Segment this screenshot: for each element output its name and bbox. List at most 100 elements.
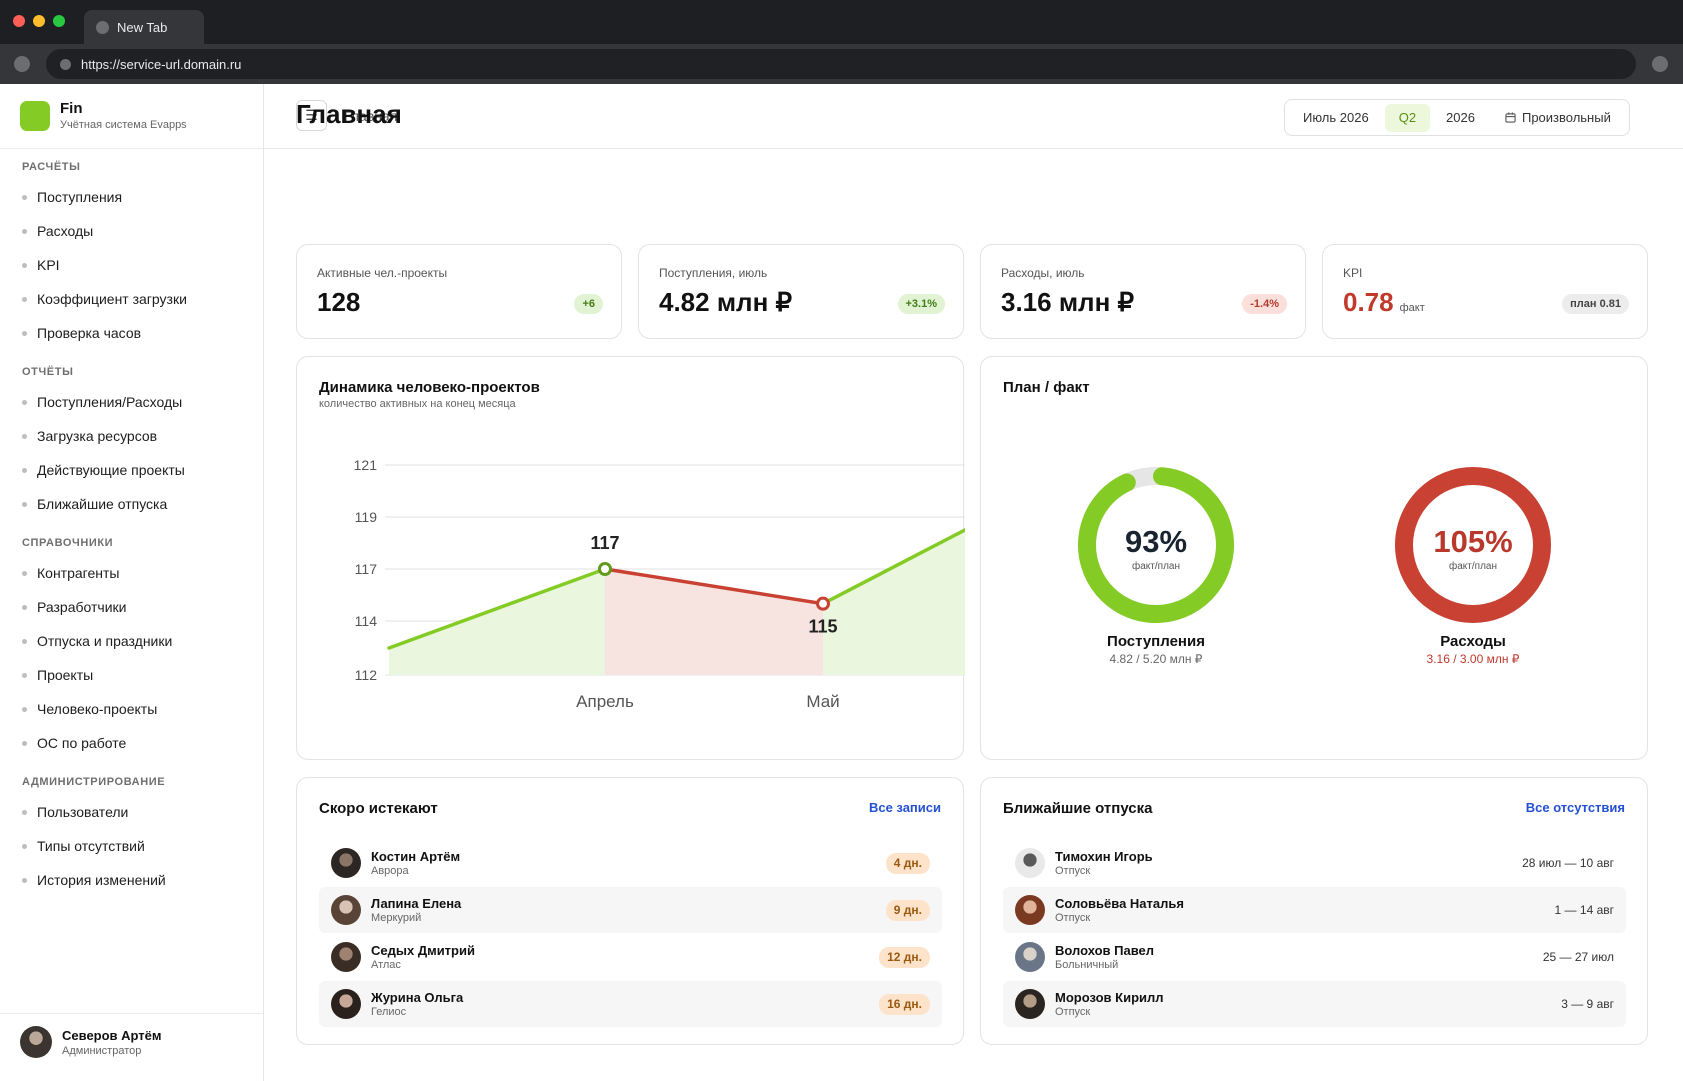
browser-menu-icon[interactable] xyxy=(1652,56,1668,72)
site-info-icon[interactable] xyxy=(60,58,71,70)
donut-income: 93% факт/план Поступления 4.82 / 5.20 млн ₽ xyxy=(1031,465,1281,666)
sidebar-item[interactable]: Ближайшие отпуска xyxy=(22,496,167,512)
user-profile[interactable]: Северов Артём Администратор xyxy=(20,1026,162,1058)
kpi-label: Активные чел.-проекты xyxy=(317,266,448,280)
sidebar-item[interactable]: История изменений xyxy=(22,872,166,888)
list-item[interactable]: Волохов Павел Больничный 25 — 27 июл xyxy=(1003,934,1626,980)
donut-expenses: 105% факт/план Расходы 3.16 / 3.00 млн ₽ xyxy=(1348,465,1598,666)
nav-section-title: РАСЧЁТЫ xyxy=(22,161,81,173)
list-item[interactable]: Соловьёва Наталья Отпуск 1 — 14 авг xyxy=(1003,887,1626,933)
donut-label: Расходы xyxy=(1440,633,1506,650)
sidebar-item[interactable]: Отпуска и праздники xyxy=(22,633,172,649)
kpi-label: Поступления, июль xyxy=(659,266,768,280)
address-bar[interactable]: https://service-url.domain.ru xyxy=(46,49,1636,79)
person-name: Журина Ольга xyxy=(371,990,464,1005)
bullet-icon xyxy=(22,296,27,302)
window-controls xyxy=(13,15,65,27)
sidebar-item-label: Проверка часов xyxy=(37,325,142,341)
maximize-window-button[interactable] xyxy=(53,15,65,27)
minimize-window-button[interactable] xyxy=(33,15,45,27)
brand-logo-icon xyxy=(20,100,50,131)
period-custom[interactable]: Произвольный xyxy=(1491,104,1625,132)
period-month[interactable]: Июль 2026 xyxy=(1303,110,1369,125)
tab-title: New Tab xyxy=(117,19,168,35)
days-badge: 4 дн. xyxy=(885,852,930,874)
browser-tab[interactable]: New Tab xyxy=(84,10,204,44)
bullet-icon xyxy=(22,262,27,268)
bullet-icon xyxy=(22,194,27,200)
tab-favicon-icon xyxy=(96,20,109,34)
sidebar-item[interactable]: Пользователи xyxy=(22,804,128,820)
list-item[interactable]: Журина Ольга Гелиос 16 дн. xyxy=(319,981,942,1027)
sidebar-item-label: Разработчики xyxy=(37,599,127,615)
bullet-icon xyxy=(22,433,27,439)
page-title: Главная xyxy=(296,99,402,129)
menu-toggle-button[interactable]: ☰ xyxy=(296,100,327,131)
sidebar-item-label: Отпуска и праздники xyxy=(37,633,173,649)
sidebar-item[interactable]: Контрагенты xyxy=(22,565,119,581)
sidebar: Fin Учётная система Evapps РАСЧЁТЫ Поступ… xyxy=(0,84,264,1081)
bullet-icon xyxy=(22,501,27,507)
plan-fact-title: План / факт xyxy=(1003,379,1090,396)
x-tick-label: Апрель xyxy=(576,692,634,711)
user-avatar xyxy=(20,1026,52,1058)
kpi-badge: план 0.81 xyxy=(1562,294,1629,314)
sidebar-item[interactable]: Проверка часов xyxy=(22,325,141,341)
sidebar-item[interactable]: Действующие проекты xyxy=(22,462,185,478)
list-item[interactable]: Костин Артём Аврора 4 дн. xyxy=(319,840,942,886)
sidebar-item[interactable]: Поступления/Расходы xyxy=(22,394,182,410)
all-records-link[interactable]: Все записи xyxy=(868,800,941,815)
kpi-card-expenses: Расходы, июль 3.16 млн ₽ -1.4% xyxy=(980,244,1306,339)
list-item[interactable]: Тимохин Игорь Отпуск 28 июл — 10 авг xyxy=(1003,840,1626,886)
sidebar-item[interactable]: Поступления xyxy=(22,189,122,205)
period-year[interactable]: 2026 xyxy=(1446,110,1475,125)
period-quarter[interactable]: Q2 xyxy=(1384,103,1431,132)
person-name: Волохов Павел xyxy=(1055,943,1155,958)
y-tick-label: 117 xyxy=(355,561,378,577)
sidebar-item[interactable]: Разработчики xyxy=(22,599,126,615)
line-chart-card: Динамика человеко-проектов количество ак… xyxy=(296,356,965,760)
close-window-button[interactable] xyxy=(13,15,25,27)
person-name: Седых Дмитрий xyxy=(371,943,475,958)
bullet-icon xyxy=(22,330,27,336)
donut-percent: 105% xyxy=(1433,524,1512,559)
sidebar-item[interactable]: Коэффициент загрузки xyxy=(22,291,187,307)
sidebar-item-label: Проекты xyxy=(37,667,94,683)
person-detail: Отпуск xyxy=(1055,865,1091,877)
sidebar-item[interactable]: Типы отсутствий xyxy=(22,838,145,854)
line-chart: 112114117119121117115120АпрельМайИюнь xyxy=(354,457,965,711)
kpi-value: 3.16 млн ₽ xyxy=(1001,287,1135,317)
brand[interactable]: Fin Учётная система Evapps xyxy=(20,100,187,131)
list-item[interactable]: Седых Дмитрий Атлас 12 дн. xyxy=(319,934,942,980)
calendar-icon xyxy=(1505,112,1516,123)
sidebar-item[interactable]: ОС по работе xyxy=(22,735,126,751)
expiring-title: Скоро истекают xyxy=(319,800,438,817)
user-name: Северов Артём xyxy=(62,1027,162,1043)
donut-arc xyxy=(1395,467,1551,623)
sidebar-item-label: KPI xyxy=(37,257,60,273)
list-item[interactable]: Морозов Кирилл Отпуск 3 — 9 авг xyxy=(1003,981,1626,1027)
kpi-label: KPI xyxy=(1343,266,1363,280)
sidebar-item-label: Человеко-проекты xyxy=(37,701,158,717)
browser-toolbar: https://service-url.domain.ru xyxy=(0,44,1683,84)
sidebar-item[interactable]: Проекты xyxy=(22,667,93,683)
area-segment xyxy=(823,529,965,675)
kpi-badge: +6 xyxy=(574,294,603,314)
back-icon[interactable] xyxy=(14,56,30,72)
days-badge: 16 дн. xyxy=(879,993,930,1015)
sidebar-item[interactable]: Человеко-проекты xyxy=(22,701,157,717)
sidebar-item[interactable]: Загрузка ресурсов xyxy=(22,428,157,444)
sidebar-item-label: ОС по работе xyxy=(37,735,127,751)
sidebar-item[interactable]: KPI xyxy=(22,257,60,273)
bullet-icon xyxy=(22,638,27,644)
all-absences-link[interactable]: Все отсутствия xyxy=(1525,800,1625,815)
sidebar-item-label: Коэффициент загрузки xyxy=(37,291,187,307)
avatar xyxy=(1015,895,1045,925)
plan-fact-card: План / факт 93% факт/план Поступления 4.82 … xyxy=(980,356,1648,760)
chart-subtitle: количество активных на конец месяца xyxy=(319,398,516,410)
person-name: Морозов Кирилл xyxy=(1055,990,1164,1005)
list-item[interactable]: Лапина Елена Меркурий 9 дн. xyxy=(319,887,942,933)
person-detail: Отпуск xyxy=(1055,912,1091,924)
sidebar-item[interactable]: Расходы xyxy=(22,223,93,239)
bullet-icon xyxy=(22,809,27,815)
